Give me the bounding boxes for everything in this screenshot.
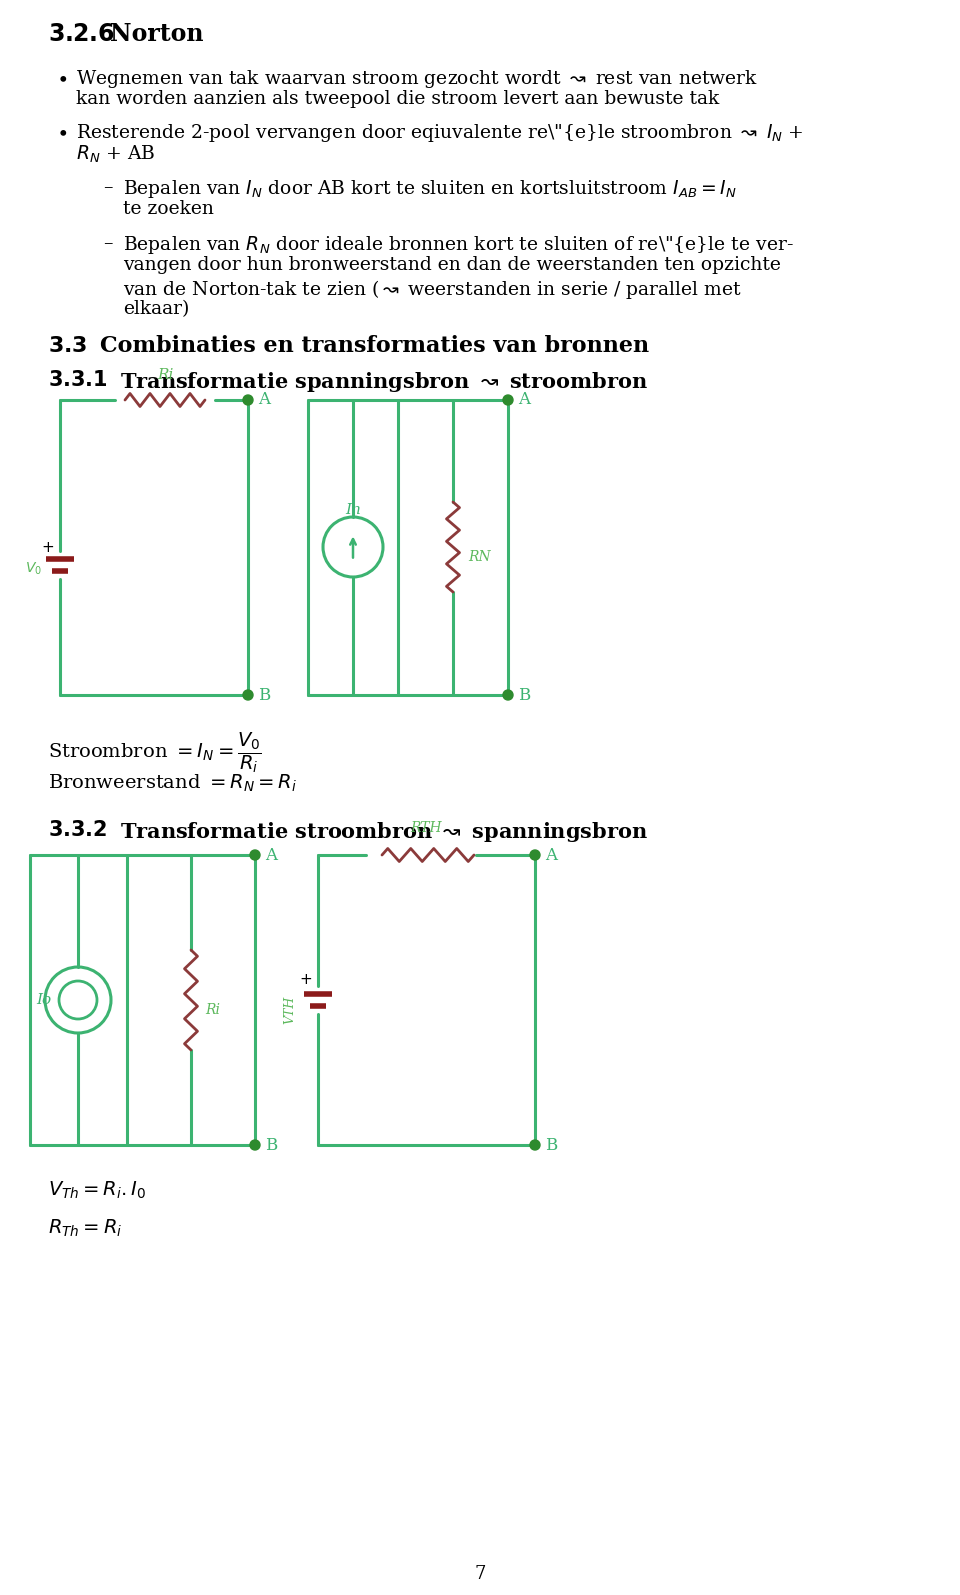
Text: Stroombron $= I_N = \dfrac{V_0}{R_i}$: Stroombron $= I_N = \dfrac{V_0}{R_i}$ bbox=[48, 731, 262, 775]
Text: A: A bbox=[265, 847, 277, 863]
Text: +: + bbox=[300, 973, 312, 987]
Text: VTH: VTH bbox=[283, 995, 296, 1024]
Text: 7: 7 bbox=[474, 1565, 486, 1582]
Text: elkaar): elkaar) bbox=[123, 300, 189, 317]
Circle shape bbox=[250, 850, 260, 860]
Text: B: B bbox=[258, 686, 271, 703]
Circle shape bbox=[503, 691, 513, 700]
Text: kan worden aanzien als tweepool die stroom levert aan bewuste tak: kan worden aanzien als tweepool die stro… bbox=[76, 89, 719, 108]
Text: B: B bbox=[518, 686, 530, 703]
Circle shape bbox=[530, 1140, 540, 1150]
Text: van de Norton-tak te zien ($\rightsquigarrow$ weerstanden in serie / parallel me: van de Norton-tak te zien ($\rightsquiga… bbox=[123, 278, 742, 301]
Text: $\mathbf{3.3.1}$: $\mathbf{3.3.1}$ bbox=[48, 370, 108, 391]
Text: Wegnemen van tak waarvan stroom gezocht wordt $\rightsquigarrow$ rest van netwer: Wegnemen van tak waarvan stroom gezocht … bbox=[76, 69, 758, 89]
Circle shape bbox=[530, 850, 540, 860]
Text: $\mathbf{3.2.6}$: $\mathbf{3.2.6}$ bbox=[48, 22, 115, 46]
Circle shape bbox=[243, 691, 253, 700]
Circle shape bbox=[243, 396, 253, 405]
Text: –: – bbox=[103, 234, 112, 252]
Text: –: – bbox=[103, 179, 112, 196]
Text: Transformatie spanningsbron $\rightsquigarrow$ stroombron: Transformatie spanningsbron $\rightsquig… bbox=[120, 370, 648, 394]
Text: $\mathbf{3.3.2}$: $\mathbf{3.3.2}$ bbox=[48, 820, 107, 841]
Text: te zoeken: te zoeken bbox=[123, 199, 214, 219]
Text: Resterende 2-pool vervangen door eqiuvalente re\"{e}le stroombron $\rightsquigar: Resterende 2-pool vervangen door eqiuval… bbox=[76, 121, 804, 144]
Text: Ri: Ri bbox=[205, 1003, 220, 1018]
Text: Transformatie stroombron $\rightsquigarrow$ spanningsbron: Transformatie stroombron $\rightsquigarr… bbox=[120, 820, 648, 844]
Text: $R_{Th} = R_i$: $R_{Th} = R_i$ bbox=[48, 1219, 122, 1239]
Text: Bronweerstand $= R_N = R_i$: Bronweerstand $= R_N = R_i$ bbox=[48, 774, 298, 794]
Text: RN: RN bbox=[468, 550, 491, 565]
Text: $R_N$ + AB: $R_N$ + AB bbox=[76, 144, 156, 166]
Text: Combinaties en transformaties van bronnen: Combinaties en transformaties van bronne… bbox=[100, 335, 649, 357]
Text: $V_0$: $V_0$ bbox=[25, 561, 42, 577]
Text: Ri: Ri bbox=[156, 368, 173, 381]
Text: Io: Io bbox=[36, 994, 51, 1006]
Text: vangen door hun bronweerstand en dan de weerstanden ten opzichte: vangen door hun bronweerstand en dan de … bbox=[123, 257, 780, 274]
Text: $\bullet$: $\bullet$ bbox=[56, 121, 67, 140]
Circle shape bbox=[250, 1140, 260, 1150]
Text: $\mathbf{3.3}$: $\mathbf{3.3}$ bbox=[48, 335, 87, 357]
Text: A: A bbox=[258, 391, 270, 408]
Text: Norton: Norton bbox=[110, 22, 204, 46]
Text: In: In bbox=[345, 502, 361, 517]
Text: B: B bbox=[265, 1137, 277, 1153]
Text: Bepalen van $I_N$ door AB kort te sluiten en kortsluitstroom $I_{AB} = I_N$: Bepalen van $I_N$ door AB kort te sluite… bbox=[123, 179, 736, 199]
Text: $\bullet$: $\bullet$ bbox=[56, 69, 67, 88]
Text: RTH: RTH bbox=[410, 821, 442, 836]
Text: Bepalen van $R_N$ door ideale bronnen kort te sluiten of re\"{e}le te ver-: Bepalen van $R_N$ door ideale bronnen ko… bbox=[123, 234, 794, 257]
Text: A: A bbox=[545, 847, 557, 863]
Text: +: + bbox=[41, 539, 54, 555]
Text: B: B bbox=[545, 1137, 557, 1153]
Circle shape bbox=[503, 396, 513, 405]
Text: A: A bbox=[518, 391, 530, 408]
Text: $V_{Th} = R_i.I_0$: $V_{Th} = R_i.I_0$ bbox=[48, 1180, 146, 1201]
